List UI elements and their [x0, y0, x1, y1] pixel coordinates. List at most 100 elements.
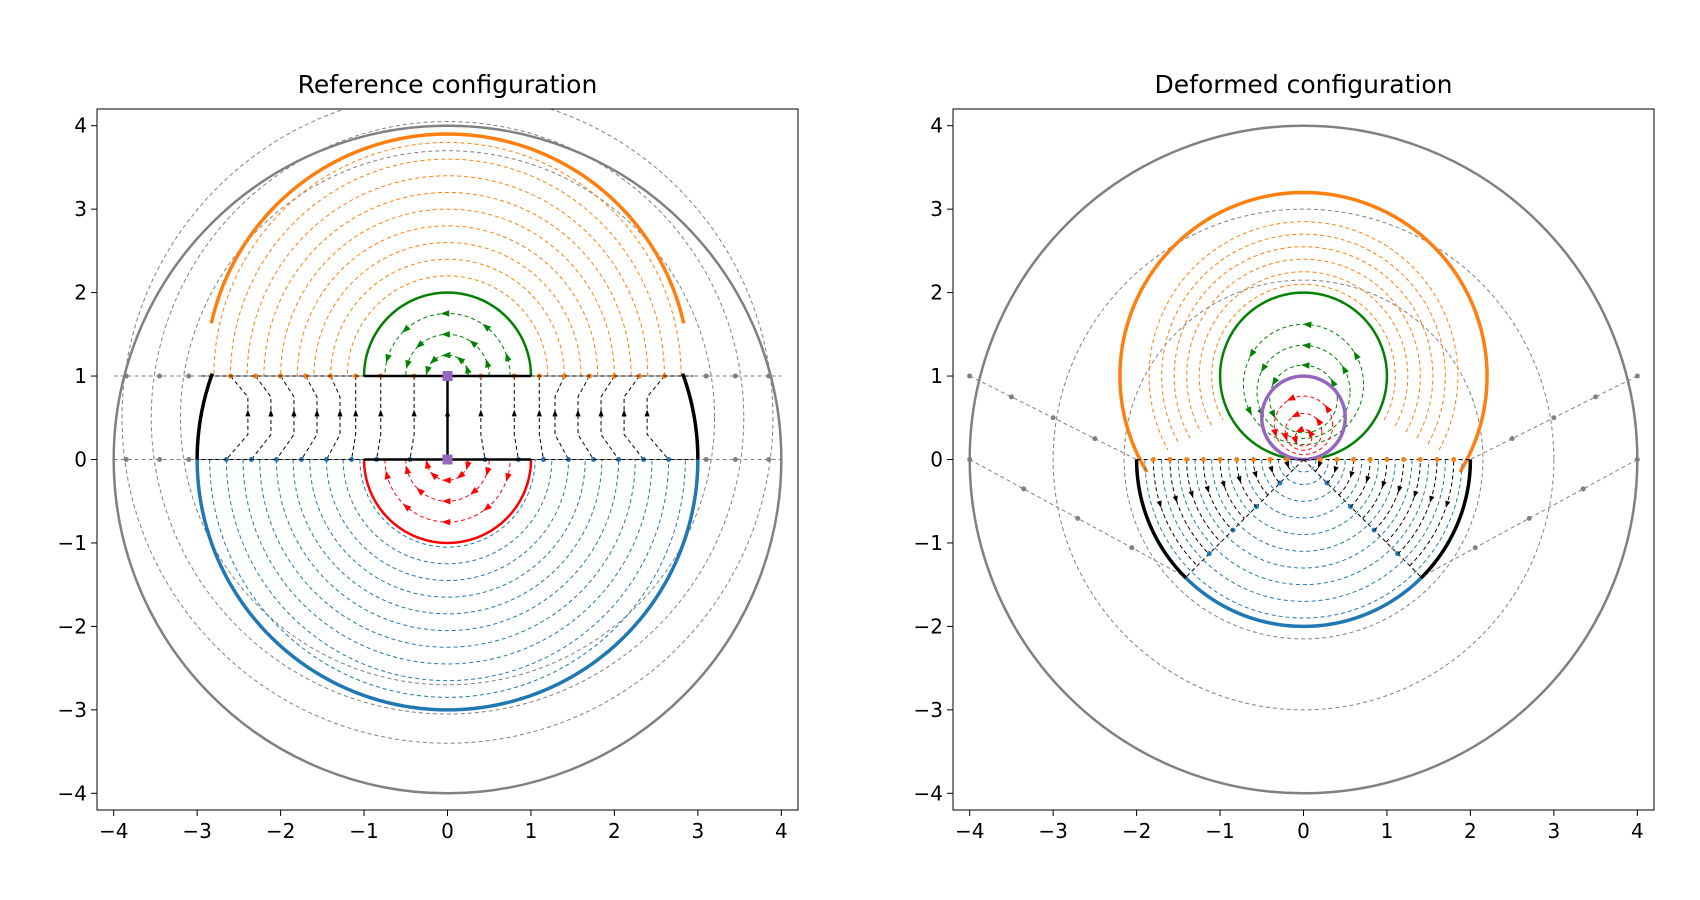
black-arrow	[575, 409, 581, 417]
x-tick-label: 2	[608, 819, 621, 843]
grey-node	[766, 457, 772, 462]
black-dashed-strip	[376, 376, 382, 460]
orange-node	[1217, 457, 1223, 462]
x-tick-label: −2	[266, 819, 295, 843]
grey-node	[1075, 515, 1081, 521]
grey-node	[186, 457, 192, 462]
purple-square-bottom	[442, 454, 453, 465]
green-arrow	[1330, 378, 1338, 388]
red-arrow	[483, 503, 492, 512]
black-arrow	[1429, 495, 1435, 503]
black-arrow	[1333, 465, 1339, 474]
green-arrow	[402, 324, 411, 333]
black-dashed-fan	[1373, 459, 1405, 531]
orange-boundary-arc	[1118, 190, 1489, 473]
y-tick-label: 0	[74, 448, 87, 472]
orange-node	[1234, 457, 1240, 462]
grey-ring	[1123, 279, 1484, 640]
grey-node	[703, 457, 709, 462]
blue-node	[323, 457, 329, 462]
y-tick-label: −2	[914, 614, 943, 638]
black-boundary-right	[681, 373, 700, 460]
orange-node	[253, 373, 259, 379]
panel-reference: Reference configuration −4 −3 −2 −1 0 1 2 3 4−4−…	[58, 70, 799, 843]
blue-dashed-arc	[1261, 459, 1346, 502]
black-dashed-strip	[577, 375, 594, 460]
black-arrow	[1445, 500, 1451, 508]
green-arrow	[405, 359, 412, 369]
blue-dashed-arc	[225, 459, 670, 682]
axes-frame-deformed	[952, 108, 1655, 811]
blue-dashed-arc	[1161, 459, 1446, 602]
grey-ring	[179, 150, 716, 686]
black-dashed-fan	[1236, 459, 1257, 508]
orange-dashed-arc	[263, 191, 632, 377]
red-arrow	[505, 472, 512, 482]
black-arrow	[337, 409, 343, 417]
grey-node	[1050, 415, 1056, 421]
red-arrow	[456, 470, 466, 479]
black-dashed-fan	[1350, 459, 1371, 508]
blue-dashed-arc	[1277, 459, 1330, 486]
grey-node	[1129, 545, 1135, 551]
red-arrow	[1324, 404, 1333, 414]
black-dashed-fan	[1326, 459, 1338, 484]
black-arrow	[378, 409, 384, 417]
blue-dashed-arc	[1244, 459, 1363, 519]
y-tick-label: 0	[930, 448, 943, 472]
y-tick-label: −4	[58, 781, 87, 805]
grey-node	[1092, 436, 1098, 442]
green-arrow	[1341, 365, 1349, 375]
grey-node	[1593, 394, 1599, 400]
red-dashed-circle	[1284, 412, 1323, 451]
black-arrow	[1413, 490, 1419, 498]
black-arrow	[644, 409, 650, 417]
black-arrow	[1220, 480, 1226, 488]
red-arrow	[441, 518, 451, 526]
black-dashed-fan	[1169, 459, 1210, 555]
y-tick-label: 1	[74, 364, 87, 388]
blue-dashed-arc	[1177, 459, 1430, 586]
green-arrow	[441, 351, 451, 359]
blue-node	[273, 457, 279, 462]
x-tick-label: −1	[1205, 819, 1234, 843]
orange-dashed-arc	[1173, 246, 1434, 439]
green-arrow	[505, 352, 512, 362]
grey-node	[1472, 545, 1478, 551]
red-arrow	[416, 487, 425, 496]
grey-node	[1580, 486, 1586, 492]
black-dashed-fan	[1397, 459, 1438, 555]
black-arrow	[1397, 485, 1403, 493]
orange-dashed-arc	[213, 141, 682, 377]
x-tick-label: 4	[775, 819, 788, 843]
black-arrow	[1284, 460, 1290, 469]
orange-boundary-arc	[209, 132, 686, 324]
blue-dashed-arc	[359, 459, 536, 548]
green-arrow	[465, 365, 472, 375]
green-arrow	[1268, 409, 1276, 419]
grey-node	[157, 373, 163, 379]
x-tick-label: −3	[1038, 819, 1067, 843]
red-arrow	[1315, 417, 1324, 427]
purple-square-top	[442, 371, 453, 382]
black-arrow	[1156, 500, 1162, 508]
black-dashed-fan	[1269, 459, 1281, 484]
plot-area-deformed	[967, 124, 1640, 795]
orange-node	[561, 373, 567, 379]
black-arrow	[1236, 475, 1242, 484]
black-dashed-strip	[480, 376, 486, 460]
green-arrow	[1245, 406, 1252, 416]
red-arrow	[430, 472, 439, 481]
orange-node	[1200, 457, 1206, 462]
grey-dashed-line	[969, 459, 1187, 578]
red-arrow	[1281, 432, 1288, 442]
blue-dashed-arc	[1194, 459, 1413, 569]
blue-dashed-arc	[209, 459, 686, 698]
orange-dashed-arc	[230, 158, 665, 377]
orange-node	[1384, 457, 1390, 462]
blue-dashed-arc	[325, 459, 570, 582]
green-arc	[362, 291, 533, 377]
black-arrow	[353, 409, 359, 417]
green-arrow	[385, 353, 392, 363]
green-arrow	[1300, 362, 1310, 369]
